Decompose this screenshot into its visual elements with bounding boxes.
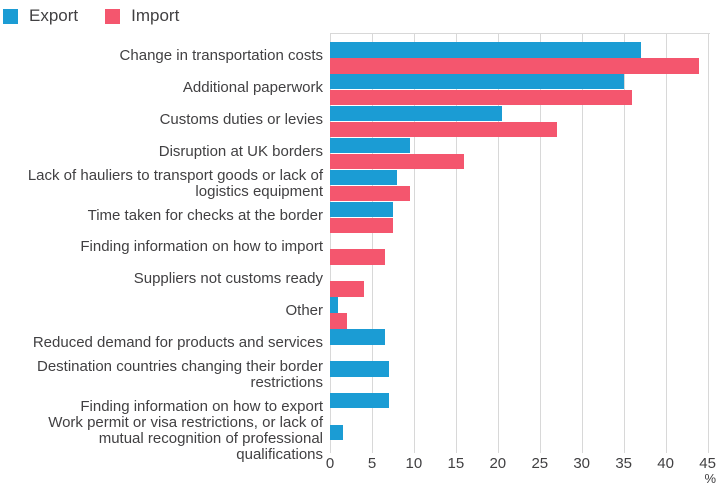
category-label-9: Reduced demand for products and services bbox=[32, 334, 323, 352]
export-bar-2 bbox=[330, 105, 502, 122]
category-label-3: Disruption at UK borders bbox=[158, 142, 323, 160]
category-label-0: Change in transportation costs bbox=[119, 47, 323, 64]
import-bar-3 bbox=[330, 153, 465, 170]
export-bar-9 bbox=[330, 329, 385, 345]
export-bar-5 bbox=[330, 201, 393, 217]
category-label-4: Lack of hauliers to transport goods or l… bbox=[27, 166, 323, 200]
import-bar-7 bbox=[330, 281, 364, 297]
x-tick-label-15: 15 bbox=[447, 455, 465, 472]
export-bar-10 bbox=[330, 361, 389, 377]
export-bar-8 bbox=[330, 297, 339, 313]
export-bar-3 bbox=[330, 137, 410, 154]
category-label-12: Work permit or visa restrictions, or lac… bbox=[48, 413, 323, 463]
grid-line-40 bbox=[665, 33, 667, 453]
grid-line-15 bbox=[455, 33, 457, 453]
category-label-6: Finding information on how to import bbox=[80, 238, 323, 256]
category-label-1: Additional paperwork bbox=[182, 78, 323, 96]
grid-line-20 bbox=[497, 33, 499, 453]
x-tick-label-20: 20 bbox=[489, 455, 507, 472]
x-tick-label-30: 30 bbox=[573, 455, 591, 472]
export-bar-4 bbox=[330, 169, 398, 186]
export-swatch bbox=[3, 8, 18, 24]
legend: Export Import bbox=[3, 6, 179, 26]
category-label-8: Other bbox=[285, 302, 323, 320]
grid-line-5 bbox=[372, 33, 373, 453]
import-bar-8 bbox=[330, 313, 347, 329]
import-bar-0 bbox=[330, 58, 700, 74]
import-bar-6 bbox=[330, 249, 385, 265]
x-tick-label-35: 35 bbox=[615, 455, 633, 472]
category-label-11: Finding information on how to export bbox=[80, 397, 323, 415]
export-bar-12 bbox=[330, 424, 343, 441]
legend-label-import: Import bbox=[131, 6, 180, 25]
export-bar-11 bbox=[330, 392, 389, 409]
import-bar-2 bbox=[330, 121, 557, 138]
import-bar-4 bbox=[330, 185, 410, 202]
category-label-7: Suppliers not customs ready bbox=[133, 270, 323, 288]
category-label-5: Time taken for checks at the border bbox=[87, 206, 323, 224]
import-bar-1 bbox=[330, 89, 633, 106]
legend-item-import: Import bbox=[105, 6, 179, 26]
x-tick-label-5: 5 bbox=[367, 455, 377, 472]
x-tick-label-10: 10 bbox=[405, 455, 423, 472]
legend-item-export: Export bbox=[3, 6, 78, 26]
x-axis-unit-label: % bbox=[704, 471, 716, 486]
grid-line-25 bbox=[539, 33, 541, 453]
x-tick-label-45: 45 bbox=[699, 455, 716, 472]
x-tick-label-25: 25 bbox=[531, 455, 549, 472]
grid-line-35 bbox=[623, 33, 625, 453]
plot-top-border bbox=[330, 33, 710, 34]
grid-line-10 bbox=[413, 33, 415, 453]
export-bar-0 bbox=[330, 42, 641, 58]
legend-label-export: Export bbox=[29, 6, 79, 25]
grid-line-30 bbox=[581, 33, 583, 453]
grid-line-0 bbox=[330, 33, 331, 453]
x-tick-label-0: 0 bbox=[325, 455, 335, 472]
category-label-10: Destination countries changing their bor… bbox=[36, 358, 323, 391]
import-bar-5 bbox=[330, 217, 393, 233]
grid-line-45 bbox=[707, 33, 709, 453]
category-label-2: Customs duties or levies bbox=[159, 110, 323, 128]
export-bar-1 bbox=[330, 73, 624, 90]
import-swatch bbox=[105, 8, 121, 24]
x-tick-label-40: 40 bbox=[657, 455, 674, 472]
